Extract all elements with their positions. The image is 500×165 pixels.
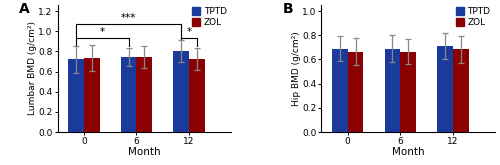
Bar (173, 51, 189, 132)
Bar (400, 52, 416, 132)
Bar (136, 57, 152, 132)
Bar (453, 49, 468, 132)
X-axis label: Month: Month (128, 147, 160, 157)
Legend: TPTD, ZOL: TPTD, ZOL (456, 7, 490, 27)
Bar (189, 59, 205, 132)
Bar (384, 49, 400, 132)
Bar (437, 46, 453, 132)
Text: B: B (283, 2, 294, 16)
X-axis label: Month: Month (392, 147, 424, 157)
Bar (120, 57, 136, 132)
Text: ***: *** (121, 13, 136, 23)
Legend: TPTD, ZOL: TPTD, ZOL (192, 7, 226, 27)
Text: *: * (100, 27, 105, 37)
Bar (68, 59, 84, 132)
Text: *: * (186, 27, 192, 37)
Text: A: A (20, 2, 30, 16)
Bar (332, 49, 347, 132)
Bar (348, 51, 364, 132)
Bar (84, 58, 100, 132)
Y-axis label: Lumbar BMD (g/cm²): Lumbar BMD (g/cm²) (28, 21, 37, 116)
Y-axis label: Hip BMD (g/cm²): Hip BMD (g/cm²) (292, 31, 301, 106)
